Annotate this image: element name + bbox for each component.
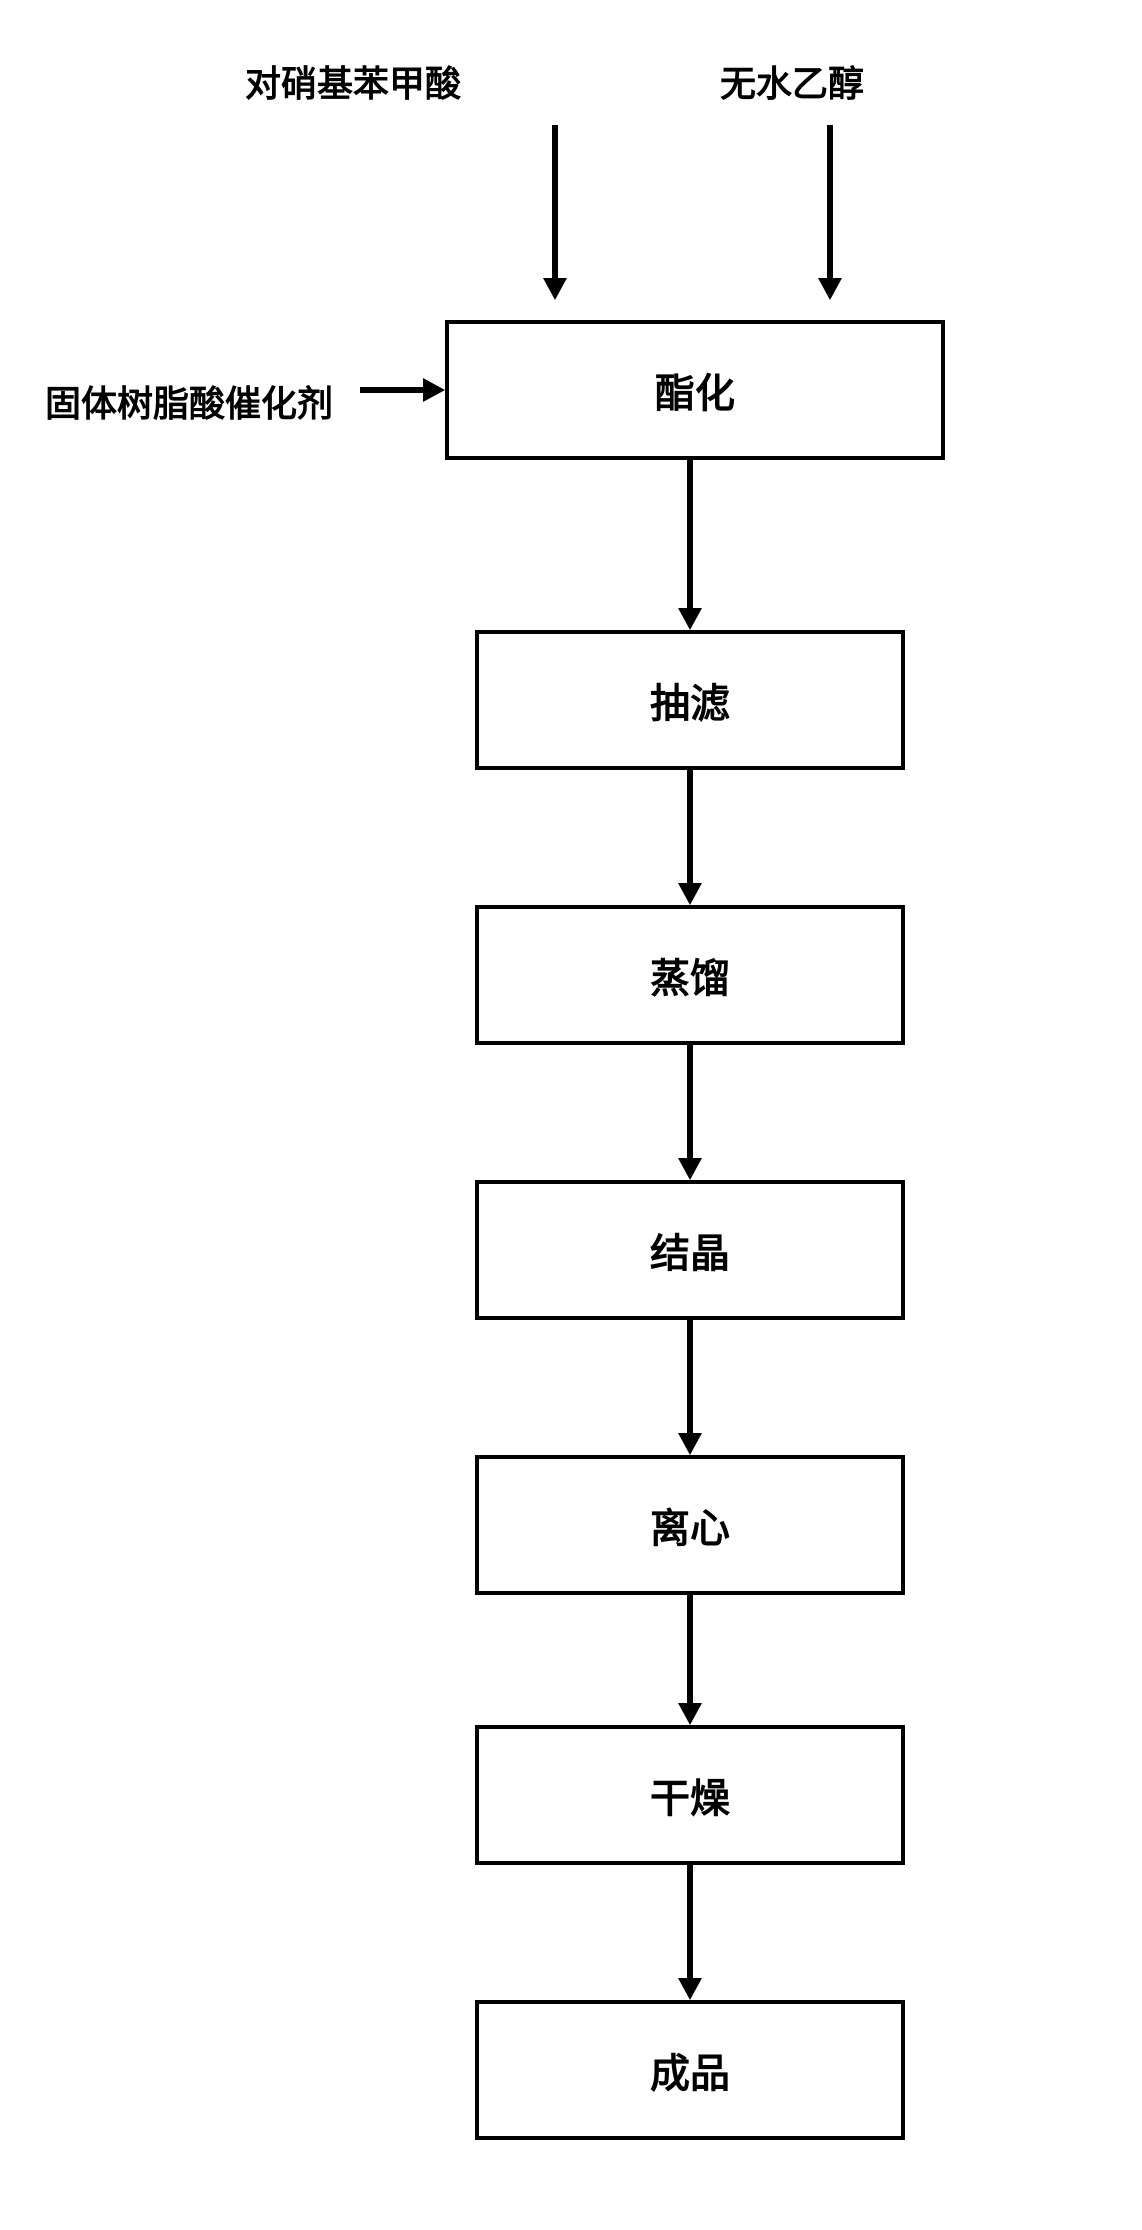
- process-step-label: 成品: [650, 2041, 730, 2099]
- process-step-label: 蒸馏: [650, 946, 730, 1004]
- process-step-label: 结晶: [650, 1221, 730, 1279]
- arrow-head-down: [678, 1703, 702, 1725]
- arrow-line: [360, 387, 425, 393]
- arrow-head-down: [678, 1978, 702, 2000]
- process-step-label: 抽滤: [650, 671, 730, 729]
- arrow-line: [687, 1045, 693, 1160]
- arrow-head-down: [678, 608, 702, 630]
- process-step-esterification: 酯化: [445, 320, 945, 460]
- process-step-product: 成品: [475, 2000, 905, 2140]
- arrow-line: [687, 1595, 693, 1705]
- process-step-label: 离心: [650, 1496, 730, 1554]
- arrow-head-down: [678, 883, 702, 905]
- arrow-line: [687, 1320, 693, 1435]
- input-label-right: 无水乙醇: [720, 55, 864, 107]
- arrow-head-down: [543, 278, 567, 300]
- process-step-centrifugation: 离心: [475, 1455, 905, 1595]
- arrow-head-right: [423, 378, 445, 402]
- arrow-line: [827, 125, 833, 280]
- input-label-left: 对硝基苯甲酸: [245, 55, 461, 107]
- arrow-line: [687, 1865, 693, 1980]
- arrow-line: [552, 125, 558, 280]
- arrow-line: [687, 460, 693, 610]
- arrow-line: [687, 770, 693, 885]
- arrow-head-down: [818, 278, 842, 300]
- arrow-head-down: [678, 1158, 702, 1180]
- process-step-drying: 干燥: [475, 1725, 905, 1865]
- process-step-filtration: 抽滤: [475, 630, 905, 770]
- arrow-head-down: [678, 1433, 702, 1455]
- input-label-side: 固体树脂酸催化剂: [45, 375, 333, 427]
- process-step-label: 酯化: [655, 361, 735, 419]
- process-step-label: 干燥: [650, 1766, 730, 1824]
- process-step-crystallization: 结晶: [475, 1180, 905, 1320]
- process-step-distillation: 蒸馏: [475, 905, 905, 1045]
